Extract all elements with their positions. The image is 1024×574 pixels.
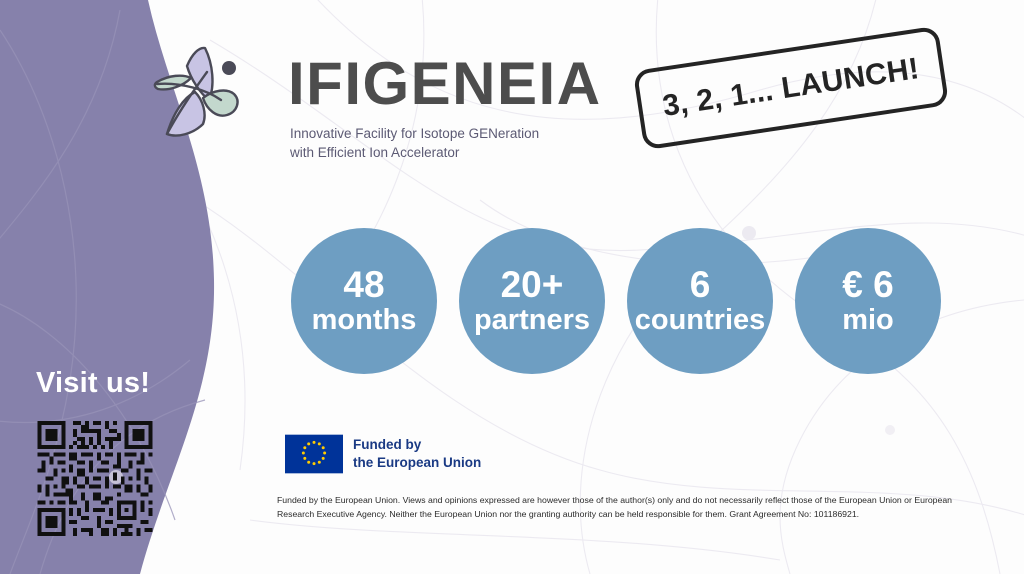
stat-unit: mio bbox=[842, 303, 894, 336]
qr-code-icon[interactable] bbox=[35, 421, 155, 536]
stat-value: 48 bbox=[343, 263, 385, 305]
stat-unit: months bbox=[311, 303, 417, 336]
eu-funding-lockup: Funded by the European Union bbox=[285, 434, 481, 474]
eu-funding-label: Funded by the European Union bbox=[353, 436, 481, 472]
stats-row: 48 months 20+ partners 6 countries € 6 m… bbox=[291, 228, 941, 374]
tagline-line-2: with Efficient Ion Accelerator bbox=[290, 145, 460, 161]
page-title: IFIGENEIA bbox=[288, 50, 602, 117]
stat-unit: partners bbox=[473, 303, 591, 336]
stat-value: 20+ bbox=[500, 263, 564, 305]
network-node-dot bbox=[742, 226, 756, 240]
launch-badge-text: 3, 2, 1... LAUNCH! bbox=[660, 52, 922, 123]
eu-funding-label-line-1: Funded by bbox=[353, 437, 422, 453]
stat-circle-partners: 20+ partners bbox=[459, 228, 605, 374]
network-node-dot bbox=[885, 425, 895, 435]
stat-unit: countries bbox=[634, 303, 766, 336]
stat-value: 6 bbox=[689, 263, 711, 305]
eu-flag-icon bbox=[285, 434, 343, 474]
stat-circle-months: 48 months bbox=[291, 228, 437, 374]
eu-funding-label-line-2: the European Union bbox=[353, 455, 482, 470]
stat-circle-budget: € 6 mio bbox=[795, 228, 941, 374]
funding-disclaimer: Funded by the European Union. Views and … bbox=[277, 495, 952, 520]
tagline-line-1: Innovative Facility for Isotope GENerati… bbox=[290, 126, 540, 141]
atom-orbit-icon bbox=[153, 46, 239, 137]
stat-value: € 6 bbox=[842, 263, 894, 305]
stat-circle-countries: 6 countries bbox=[627, 228, 773, 374]
brand-tagline: Innovative Facility for Isotope GENerati… bbox=[290, 124, 590, 162]
visit-us-label: Visit us! bbox=[36, 367, 151, 399]
